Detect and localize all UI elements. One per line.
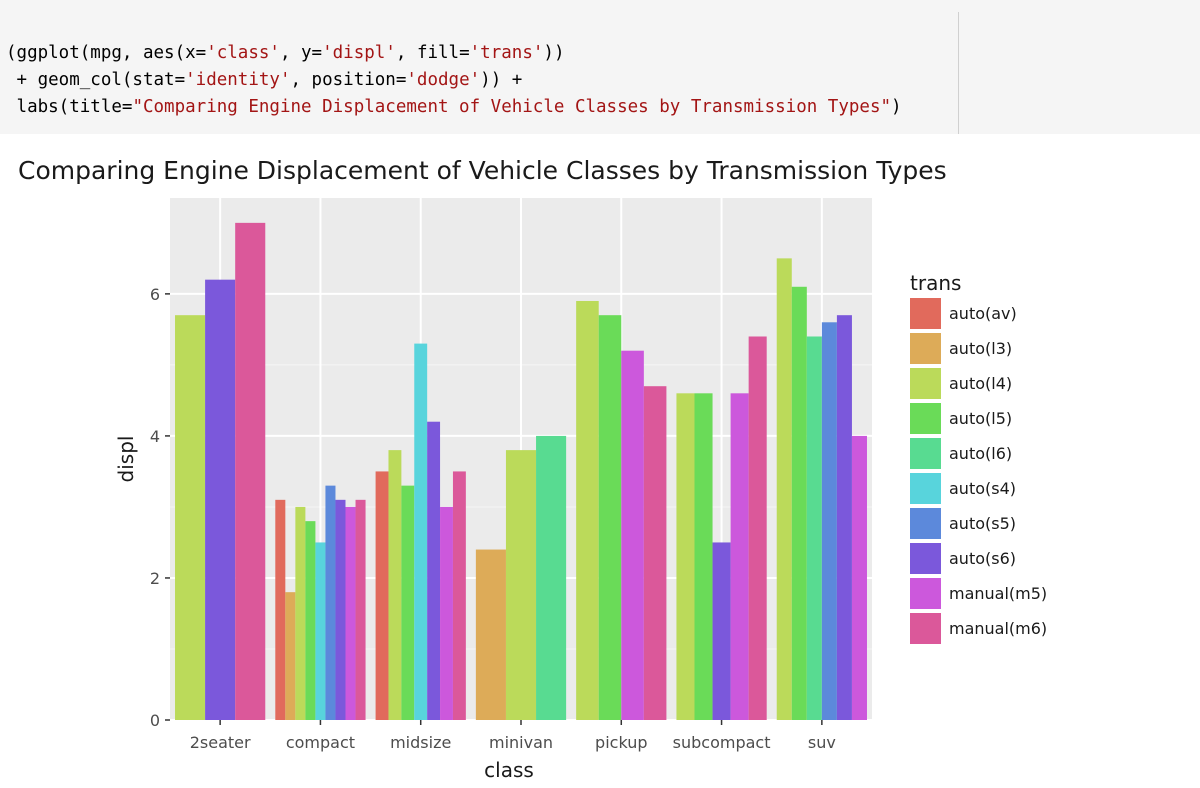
bar — [821, 322, 837, 720]
bar — [414, 343, 428, 720]
bar — [305, 521, 316, 720]
legend: trans auto(av) auto(l3) auto(l4) auto(l5) au… — [910, 271, 1047, 644]
y-tick-label: 4 — [150, 427, 160, 446]
code-token: (ggplot(mpg, aes(x= — [6, 43, 207, 63]
bar — [235, 222, 266, 720]
code-token: ) — [891, 97, 902, 117]
bar — [776, 258, 792, 720]
legend-key — [910, 333, 941, 364]
code-string-token: 'dodge' — [406, 70, 481, 90]
legend-label: auto(s5) — [949, 514, 1016, 533]
bar — [505, 450, 537, 720]
bar — [175, 315, 206, 720]
bar — [335, 499, 346, 720]
legend-label: auto(s6) — [949, 549, 1016, 568]
bar — [401, 485, 415, 720]
code-line: labs(title="Comparing Engine Displacemen… — [6, 97, 902, 117]
bar — [440, 506, 453, 720]
y-tick-label: 2 — [150, 569, 160, 588]
code-string-token: 'trans' — [469, 43, 544, 63]
legend-key — [910, 508, 941, 539]
bar — [836, 315, 852, 720]
bar — [315, 542, 326, 720]
x-tick-label: compact — [286, 733, 355, 752]
bar — [427, 421, 441, 720]
legend-label: manual(m6) — [949, 619, 1047, 638]
bar — [536, 435, 567, 720]
legend-key — [910, 543, 941, 574]
y-axis-title: displ — [114, 436, 138, 483]
code-token: , fill= — [395, 43, 470, 63]
bar — [355, 499, 366, 720]
code-token: , position= — [290, 70, 407, 90]
x-tick-label: 2seater — [190, 733, 251, 752]
legend-label: auto(l3) — [949, 339, 1012, 358]
bar — [345, 506, 356, 720]
legend-key — [910, 613, 941, 644]
bar — [325, 485, 336, 720]
chart-title: Comparing Engine Displacement of Vehicle… — [18, 156, 947, 185]
legend-label: manual(m5) — [949, 584, 1047, 603]
bar — [475, 549, 506, 720]
bar — [694, 393, 713, 720]
code-string-token: "Comparing Engine Displacement of Vehicl… — [132, 97, 892, 117]
x-tick-label: midsize — [390, 733, 451, 752]
bar — [712, 542, 731, 720]
code-string-token: 'class' — [206, 43, 280, 63]
code-string-token: 'identity' — [185, 70, 291, 90]
legend-label: auto(s4) — [949, 479, 1016, 498]
code-cell[interactable]: (ggplot(mpg, aes(x='class', y='displ', f… — [0, 0, 1200, 134]
legend-label: auto(l6) — [949, 444, 1012, 463]
bar — [748, 336, 767, 720]
code-line: (ggplot(mpg, aes(x='class', y='displ', f… — [6, 43, 564, 63]
x-axis-title: class — [484, 758, 534, 782]
x-tick-label: subcompact — [673, 733, 771, 752]
bar — [388, 450, 402, 720]
bar — [576, 300, 599, 720]
bar — [621, 350, 644, 720]
bar — [452, 471, 466, 720]
code-token: )) + — [480, 70, 523, 90]
legend-key — [910, 368, 941, 399]
y-tick-label: 6 — [150, 285, 160, 304]
code-token: labs(title= — [6, 97, 133, 117]
bar — [275, 499, 286, 720]
bar — [295, 506, 306, 720]
legend-label: auto(l5) — [949, 409, 1012, 428]
legend-key — [910, 438, 941, 469]
y-tick-label: 0 — [150, 711, 160, 730]
legend-key — [910, 578, 941, 609]
legend-key — [910, 298, 941, 329]
bar — [598, 315, 622, 720]
bar — [643, 386, 667, 720]
bar — [676, 393, 695, 720]
code-cell-divider — [958, 12, 959, 134]
bar — [851, 435, 867, 720]
x-tick-label: suv — [808, 733, 836, 752]
bar — [285, 592, 296, 720]
legend-label: auto(l4) — [949, 374, 1012, 393]
legend-key — [910, 403, 941, 434]
code-line: + geom_col(stat='identity', position='do… — [6, 70, 523, 90]
x-tick-label: minivan — [489, 733, 553, 752]
legend-key — [910, 473, 941, 504]
legend-label: auto(av) — [949, 304, 1017, 323]
x-tick-label: pickup — [595, 733, 647, 752]
code-token: )) — [543, 43, 565, 63]
axes: 0 2 4 6 2seater compact midsize minivan pickup su… — [150, 285, 836, 752]
code-string-token: 'displ' — [322, 43, 396, 63]
code-token: + geom_col(stat= — [6, 70, 186, 90]
legend-title: trans — [910, 271, 961, 295]
bar — [806, 336, 822, 720]
chart: Comparing Engine Displacement of Vehicle… — [18, 156, 1047, 782]
bar — [375, 471, 389, 720]
bar — [730, 393, 749, 720]
bars — [175, 222, 867, 720]
bar — [791, 286, 807, 720]
code-token: , y= — [279, 43, 323, 63]
bar — [205, 279, 236, 720]
